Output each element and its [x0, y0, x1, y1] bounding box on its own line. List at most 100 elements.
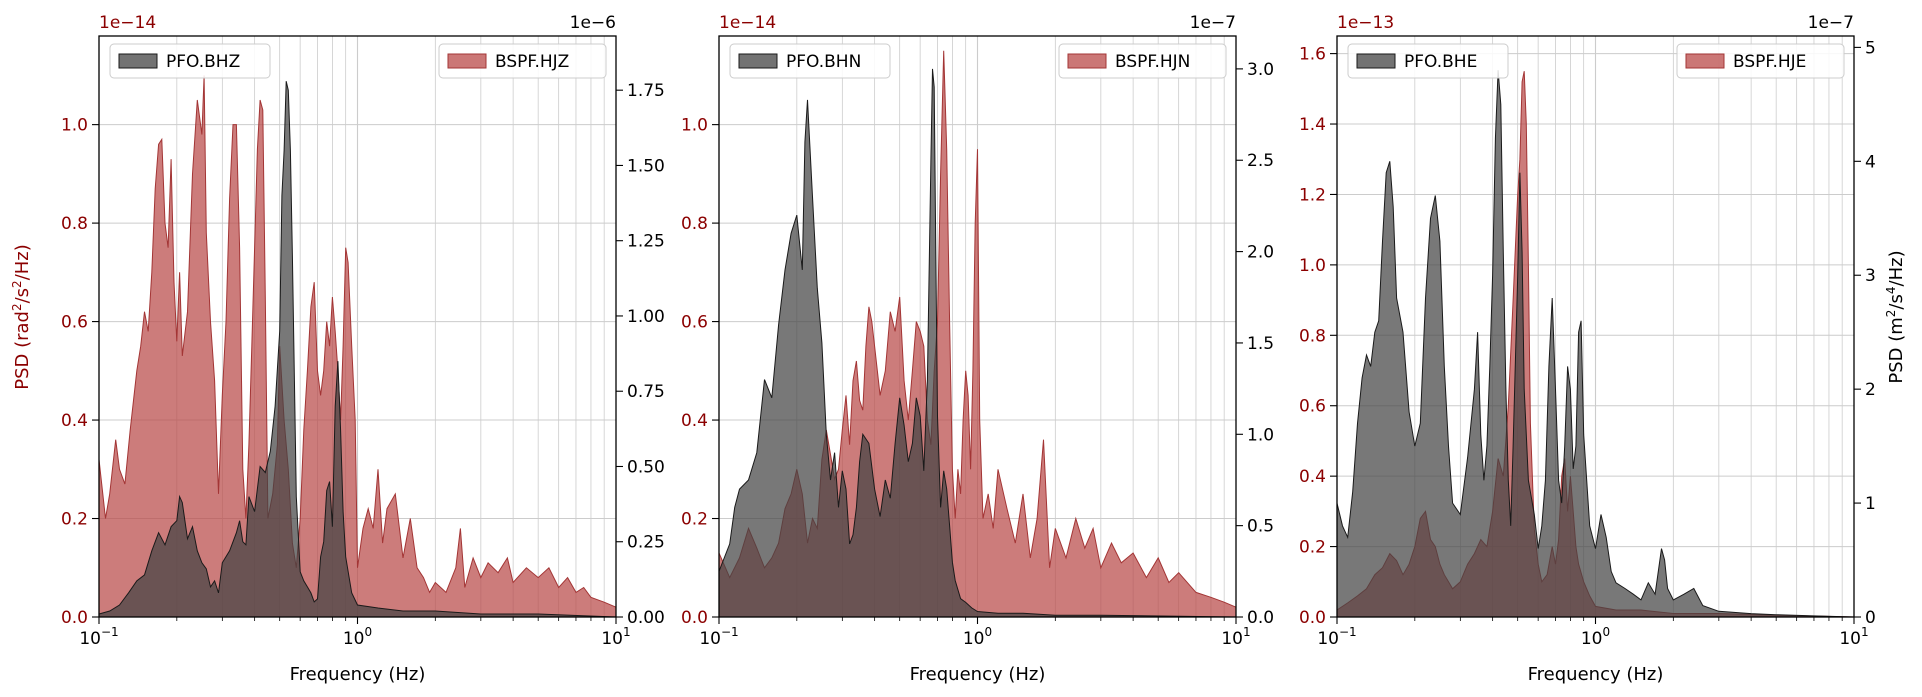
- x-tick-label: 100: [963, 625, 992, 649]
- x-tick-label: 100: [343, 625, 372, 649]
- left-y-tick-label: 1.2: [1299, 185, 1326, 205]
- x-tick-label-base: 10: [343, 629, 365, 649]
- left-y-tick-label: 0.6: [681, 313, 708, 333]
- right-y-tick-label: 2.0: [1247, 243, 1274, 263]
- x-tick-label-base: 10: [1581, 629, 1603, 649]
- x-axis-label: Frequency (Hz): [1528, 664, 1664, 685]
- right-ylabel-sup1: 2: [1884, 310, 1898, 318]
- left-y-tick-label: 0.6: [1299, 397, 1326, 417]
- area-series-pfo-bhz: [98, 81, 617, 618]
- legend-right: BSPF.HJN: [1058, 43, 1227, 79]
- legend-left-label: PFO.BHE: [1404, 52, 1477, 72]
- x-tick-label: 101: [1221, 625, 1250, 649]
- right-y-tick-label: 1.5: [1247, 334, 1274, 354]
- left-y-tick-label: 1.0: [1299, 256, 1326, 276]
- x-tick-label-exponent: 1: [623, 625, 631, 639]
- left-y-tick-label: 1.6: [1299, 45, 1326, 65]
- legend-right-label: BSPF.HJE: [1733, 52, 1806, 72]
- left-ylabel-sup2: 2: [10, 280, 24, 288]
- x-tick-label-exponent: 1: [1861, 625, 1869, 639]
- legend-left-swatch: [738, 53, 778, 69]
- left-y-tick-label: 0.4: [1299, 467, 1326, 487]
- right-y-tick-label: 0.0: [1247, 608, 1274, 628]
- right-ylabel-sup2: 4: [1884, 286, 1898, 294]
- left-y-tick-label: 0.2: [61, 510, 88, 530]
- left-y-tick-label: 0.8: [681, 214, 708, 234]
- right-y-tick-label: 3.0: [1247, 60, 1274, 80]
- legend-right: BSPF.HJZ: [438, 43, 607, 79]
- x-tick-label-base: 10: [1839, 629, 1861, 649]
- left-y-tick-label: 0.8: [61, 214, 88, 234]
- left-ylabel-sup1: 2: [10, 303, 24, 311]
- right-y-tick-label: 0.5: [1247, 517, 1274, 537]
- left-y-tick-label: 0.0: [1299, 608, 1326, 628]
- x-tick-label-base: 10: [1221, 629, 1243, 649]
- right-y-tick-label: 4: [1865, 152, 1876, 172]
- x-tick-label-exponent: −1: [101, 625, 119, 639]
- x-tick-label-exponent: 0: [1603, 625, 1611, 639]
- x-tick-label: 10−1: [1317, 625, 1356, 649]
- legend-left: PFO.BHN: [729, 43, 891, 79]
- right-y-tick-label: 1.75: [627, 81, 665, 101]
- left-offset-label: 1e−13: [1337, 13, 1394, 33]
- left-y-tick-label: 1.4: [1299, 115, 1326, 135]
- right-y-tick-label: 5: [1865, 38, 1876, 58]
- right-y-tick-label: 0.25: [627, 533, 665, 553]
- left-offset-label: 1e−14: [719, 13, 776, 33]
- x-tick-label-exponent: 1: [1243, 625, 1251, 639]
- left-y-tick-label: 0.0: [61, 608, 88, 628]
- x-tick-label-exponent: 0: [985, 625, 993, 639]
- area-series-pfo-bhn: [718, 68, 1237, 618]
- x-axis-label: Frequency (Hz): [290, 664, 426, 685]
- x-tick-label: 100: [1581, 625, 1610, 649]
- x-tick-label-base: 10: [79, 629, 101, 649]
- right-y-tick-label: 2.5: [1247, 151, 1274, 171]
- right-offset-label: 1e−6: [570, 13, 616, 33]
- legend-right-swatch: [1067, 53, 1107, 69]
- left-ylabel-main: PSD (rad: [12, 311, 33, 390]
- right-y-tick-label: 1.50: [627, 156, 665, 176]
- legend-right: BSPF.HJE: [1676, 43, 1845, 79]
- left-y-tick-label: 0.2: [681, 510, 708, 530]
- area-series-pfo-bhe: [1336, 70, 1855, 618]
- legend-left-box: [729, 43, 891, 79]
- right-ylabel: PSD (m2/s4/Hz): [1884, 250, 1907, 383]
- right-offset-label: 1e−7: [1190, 13, 1236, 33]
- x-tick-label-base: 10: [601, 629, 623, 649]
- right-ylabel-main: PSD (m: [1886, 317, 1907, 383]
- right-y-tick-label: 0.75: [627, 382, 665, 402]
- legend-right-box: [1058, 43, 1227, 79]
- legend-left-label: PFO.BHZ: [166, 52, 240, 72]
- right-y-tick-label: 0: [1865, 608, 1876, 628]
- x-tick-label-exponent: 0: [365, 625, 373, 639]
- x-tick-label-base: 10: [963, 629, 985, 649]
- left-offset-label: 1e−14: [99, 13, 156, 33]
- legend-left: PFO.BHE: [1347, 43, 1509, 79]
- x-tick-label-base: 10: [1317, 629, 1339, 649]
- left-ylabel: PSD (rad2/s2/Hz): [10, 244, 33, 390]
- right-y-tick-label: 0.50: [627, 457, 665, 477]
- legend-left-box: [109, 43, 271, 79]
- legend-right-box: [438, 43, 607, 79]
- right-y-tick-label: 1.25: [627, 232, 665, 252]
- right-ylabel-text: PSD (m2/s4/Hz): [1884, 250, 1907, 383]
- right-y-tick-label: 1.00: [627, 307, 665, 327]
- left-y-tick-label: 0.4: [681, 411, 708, 431]
- left-y-tick-label: 1.0: [681, 116, 708, 136]
- legend-left-swatch: [1356, 53, 1396, 69]
- x-tick-label: 101: [601, 625, 630, 649]
- right-y-tick-label: 1.0: [1247, 425, 1274, 445]
- left-ylabel-text: PSD (rad2/s2/Hz): [10, 244, 33, 390]
- legend-right-label: BSPF.HJZ: [495, 52, 569, 72]
- left-y-tick-label: 0.6: [61, 313, 88, 333]
- left-y-tick-label: 0.8: [1299, 326, 1326, 346]
- legend-left-label: PFO.BHN: [786, 52, 861, 72]
- x-tick-label: 10−1: [79, 625, 118, 649]
- right-y-tick-label: 3: [1865, 266, 1876, 286]
- right-y-tick-label: 1: [1865, 494, 1876, 514]
- x-tick-label-exponent: −1: [721, 625, 739, 639]
